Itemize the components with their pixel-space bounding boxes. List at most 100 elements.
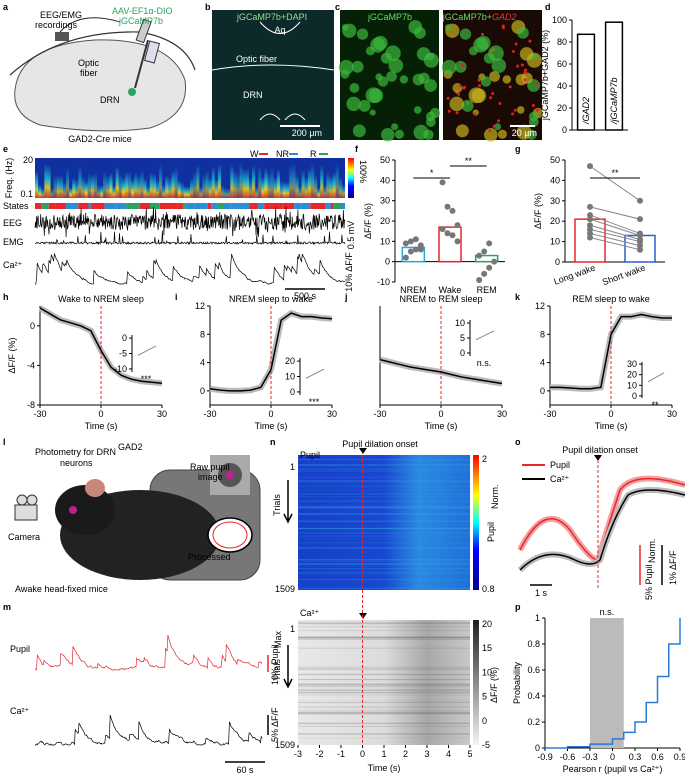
- label: 1509: [275, 740, 295, 750]
- stripe: [298, 683, 470, 685]
- cell: [491, 58, 507, 73]
- cell: [381, 128, 395, 142]
- label: 1 s: [535, 588, 548, 598]
- label: Time (s): [368, 763, 401, 773]
- spec-col: [196, 164, 200, 198]
- panel-letter: c: [335, 2, 340, 12]
- spec-col: [75, 179, 79, 198]
- label: fiber: [80, 68, 98, 78]
- cell: [454, 60, 467, 73]
- label: 10: [482, 667, 492, 677]
- emg-trace: [34, 230, 346, 246]
- label: -jGCaMP7b: [116, 16, 163, 26]
- stripe: [298, 713, 470, 715]
- cell: [377, 76, 389, 87]
- spec-col: [159, 164, 163, 198]
- label: 0: [482, 716, 487, 726]
- stripe: [298, 737, 470, 739]
- spec-col: [199, 186, 203, 198]
- stripe: [298, 673, 470, 676]
- stripe: [298, 558, 470, 561]
- label: Trials: [272, 494, 282, 516]
- y-tick-label: 40: [380, 175, 390, 185]
- spec-col: [124, 171, 129, 198]
- spec-col: [326, 171, 330, 198]
- panel-letter: p: [515, 602, 521, 612]
- state: [282, 203, 295, 209]
- x-axis-label: Time (s): [425, 421, 458, 431]
- pair-line: [589, 218, 641, 236]
- spec-col: [103, 170, 107, 198]
- cell: [413, 124, 429, 140]
- stripe: [298, 688, 470, 689]
- cell: [516, 106, 525, 114]
- cell: [480, 76, 492, 87]
- label: neurons: [60, 458, 93, 468]
- x-tick-label: -30: [373, 409, 386, 419]
- spec-col: [165, 175, 169, 198]
- cell: [338, 59, 354, 75]
- x-tick-label: REM: [477, 285, 497, 295]
- state: [236, 203, 250, 209]
- y-tick-label: 40: [550, 175, 560, 185]
- label: Norm.: [490, 485, 500, 510]
- state: [211, 203, 218, 209]
- state: [48, 203, 56, 209]
- cell: [511, 49, 515, 53]
- spec-col: [264, 168, 268, 198]
- label: Optic: [78, 58, 100, 68]
- stripe: [298, 689, 470, 691]
- label: Pupil: [300, 450, 320, 460]
- panel-letter: m: [3, 602, 11, 612]
- state: [301, 203, 307, 209]
- stripe: [298, 647, 470, 649]
- line: [545, 618, 681, 749]
- cell: [473, 112, 477, 116]
- annotation: n.s.: [477, 358, 492, 368]
- annotation: **: [611, 168, 619, 178]
- y-tick-label: 10: [285, 372, 295, 382]
- state: [55, 203, 66, 209]
- spec-col: [252, 165, 256, 198]
- cell: [399, 75, 409, 84]
- cell: [441, 59, 457, 75]
- y-tick-label: 8: [540, 329, 545, 339]
- stripe: [298, 722, 470, 725]
- x-tick-label: -1: [337, 749, 345, 759]
- spec-col: [118, 173, 122, 198]
- stripe: [298, 701, 470, 704]
- stripe: [298, 549, 470, 550]
- y-tick-label: 30: [380, 196, 390, 206]
- colorbar: [348, 158, 354, 198]
- x-tick-label: 0: [360, 749, 365, 759]
- state: [294, 203, 302, 209]
- label: EEG: [3, 218, 22, 228]
- label: ΔF/F (%): [489, 667, 499, 703]
- chart-title: NREM to REM sleep: [399, 294, 482, 304]
- y-tick-label: 0: [122, 333, 127, 343]
- stripe: [298, 684, 470, 686]
- spec-col: [295, 174, 299, 198]
- spec-col: [152, 173, 156, 198]
- stripe: [298, 468, 470, 471]
- label: jGCaMP7b+: [442, 12, 492, 22]
- cell: [488, 129, 492, 133]
- x-tick-label: 0: [268, 409, 273, 419]
- spec-col: [230, 164, 234, 198]
- spec-col: [44, 163, 48, 198]
- stripe: [298, 567, 470, 570]
- cell: [514, 42, 518, 46]
- stripe: [298, 476, 470, 479]
- cell: [459, 28, 472, 40]
- spec-col: [38, 184, 42, 198]
- pair-line: [589, 228, 641, 243]
- cell: [492, 124, 496, 128]
- spec-col: [214, 178, 218, 198]
- state: [333, 203, 342, 209]
- point: [481, 270, 488, 277]
- label: 0.5 mV: [346, 221, 356, 250]
- state: [115, 203, 127, 209]
- label: Pupil: [10, 644, 30, 654]
- point: [444, 203, 451, 210]
- y-tick-label: 4: [540, 358, 545, 368]
